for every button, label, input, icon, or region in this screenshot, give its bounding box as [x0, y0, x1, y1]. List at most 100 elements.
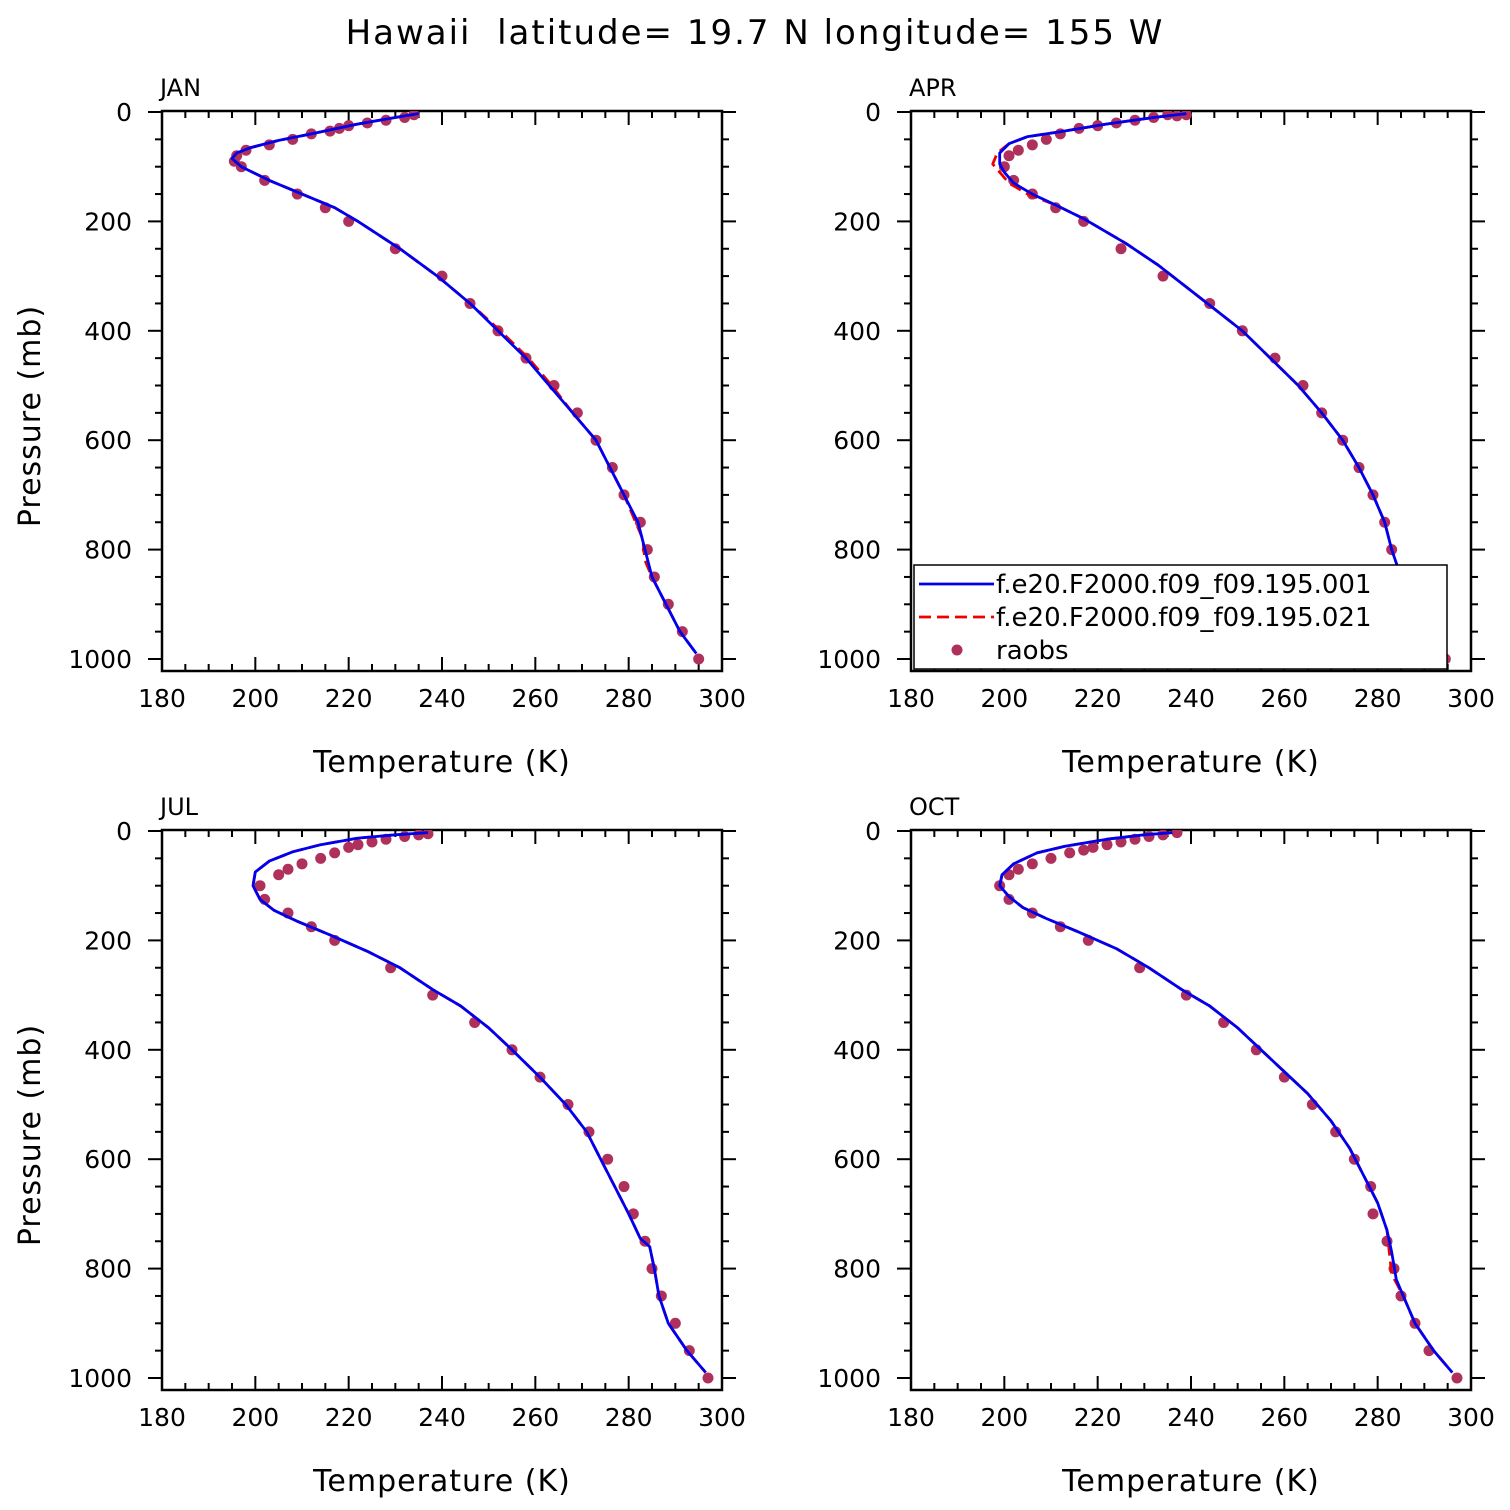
y-tick-label: 200 — [833, 926, 881, 955]
raobs-point — [1157, 270, 1169, 282]
series-line-001 — [251, 831, 707, 1374]
data-area — [994, 830, 1463, 1384]
y-tick-label: 200 — [84, 926, 132, 955]
raobs-point — [315, 852, 327, 864]
x-tick-label: 280 — [1354, 1403, 1402, 1432]
raobs-point — [296, 858, 308, 870]
y-tick-label: 600 — [84, 426, 132, 455]
x-tick-label: 240 — [1167, 1403, 1215, 1432]
x-tick-label: 280 — [1354, 684, 1402, 713]
series-line-021 — [251, 831, 707, 1374]
legend: f.e20.F2000.f09_f09.195.001f.e20.F2000.f… — [913, 564, 1448, 670]
x-tick-label: 260 — [511, 1403, 559, 1432]
x-tick-label: 200 — [980, 1403, 1028, 1432]
y-tick-label: 0 — [865, 98, 881, 127]
raobs-point — [1045, 852, 1057, 864]
raobs-point — [352, 839, 364, 851]
raobs-point — [618, 1181, 630, 1193]
panel-jan: JAN 180 200 220 240 260 280 300 0 200 400 600 800 100… — [13, 74, 746, 780]
raobs-point — [254, 880, 266, 892]
raobs-point — [669, 1317, 681, 1329]
x-axis-label: Temperature (K) — [1061, 745, 1320, 780]
x-tick-label: 240 — [1167, 684, 1215, 713]
x-tick-label: 280 — [605, 684, 653, 713]
x-tick-label: 220 — [325, 1403, 373, 1432]
raobs-point — [1087, 841, 1099, 853]
x-tick-label: 180 — [887, 1403, 935, 1432]
raobs-point — [1451, 1372, 1463, 1384]
raobs-point — [1143, 830, 1155, 842]
panel-label: JAN — [158, 74, 201, 102]
x-tick-label: 300 — [1447, 1403, 1495, 1432]
raobs-point — [1078, 844, 1090, 856]
panel-label: OCT — [909, 793, 960, 821]
y-tick-label: 0 — [116, 98, 132, 127]
x-tick-label: 260 — [1260, 1403, 1308, 1432]
raobs-point — [366, 836, 378, 848]
y-axis-label: Pressure (mb) — [13, 305, 48, 527]
legend-label: raobs — [996, 636, 1069, 666]
y-tick-label: 600 — [84, 1145, 132, 1174]
raobs-point — [1012, 863, 1024, 875]
data-area — [991, 111, 1451, 665]
y-tick-label: 400 — [84, 317, 132, 346]
legend-box — [913, 564, 1448, 670]
raobs-point — [562, 1099, 574, 1110]
plot-frame — [160, 828, 724, 1392]
x-tick-label: 300 — [698, 1403, 746, 1432]
x-tick-label: 240 — [418, 1403, 466, 1432]
x-tick-label: 260 — [511, 684, 559, 713]
panels-container: JAN 180 200 220 240 260 280 300 0 200 400 600 800 100… — [13, 74, 1495, 1499]
y-tick-label: 1000 — [68, 645, 132, 674]
y-tick-label: 400 — [84, 1036, 132, 1065]
data-area — [251, 830, 714, 1384]
raobs-point — [1330, 1126, 1342, 1138]
x-tick-label: 240 — [418, 684, 466, 713]
x-tick-label: 220 — [1074, 1403, 1122, 1432]
raobs-point — [1040, 133, 1052, 145]
y-tick-label: 1000 — [817, 1364, 881, 1393]
y-tick-label: 800 — [84, 536, 132, 565]
raobs-point — [1026, 139, 1038, 151]
y-tick-label: 400 — [833, 317, 881, 346]
x-tick-label: 220 — [1074, 684, 1122, 713]
figure-title: Hawaii latitude= 19.7 N longitude= 155 W — [346, 13, 1165, 53]
y-tick-label: 1000 — [68, 1364, 132, 1393]
series-line-021 — [998, 831, 1454, 1374]
x-tick-label: 180 — [887, 684, 935, 713]
panel-label: APR — [909, 74, 957, 102]
raobs-point — [693, 653, 705, 665]
raobs-point — [1101, 839, 1113, 851]
y-tick-label: 200 — [84, 207, 132, 236]
panel-oct: OCT 180 200 220 240 260 280 300 0 200 400 600 800 100… — [817, 793, 1494, 1499]
series-line-001 — [998, 831, 1454, 1374]
x-tick-label: 300 — [698, 684, 746, 713]
legend-label: f.e20.F2000.f09_f09.195.021 — [996, 603, 1372, 633]
raobs-point — [1012, 144, 1024, 156]
raobs-point — [1367, 1208, 1379, 1220]
x-tick-label: 180 — [138, 684, 186, 713]
x-tick-label: 260 — [1260, 684, 1308, 713]
y-tick-label: 600 — [833, 426, 881, 455]
raobs-point — [1003, 893, 1015, 905]
raobs-point — [343, 841, 355, 853]
x-tick-label: 280 — [605, 1403, 653, 1432]
series-line-001 — [230, 112, 698, 655]
x-tick-label: 200 — [980, 684, 1028, 713]
plot-frame — [160, 109, 724, 673]
panel-label: JUL — [158, 793, 199, 821]
x-axis-label: Temperature (K) — [312, 1464, 571, 1499]
raobs-point — [1171, 830, 1183, 839]
y-tick-label: 200 — [833, 207, 881, 236]
legend-label: f.e20.F2000.f09_f09.195.001 — [996, 570, 1372, 600]
y-tick-label: 400 — [833, 1036, 881, 1065]
y-tick-label: 600 — [833, 1145, 881, 1174]
y-tick-label: 0 — [116, 817, 132, 846]
x-axis-label: Temperature (K) — [312, 745, 571, 780]
raobs-point — [273, 869, 285, 881]
raobs-point — [702, 1372, 714, 1384]
x-tick-label: 200 — [231, 1403, 279, 1432]
raobs-point — [1003, 150, 1015, 162]
panel-apr: APR 180 200 220 240 260 280 300 0 200 400 600 800 100… — [817, 74, 1494, 780]
